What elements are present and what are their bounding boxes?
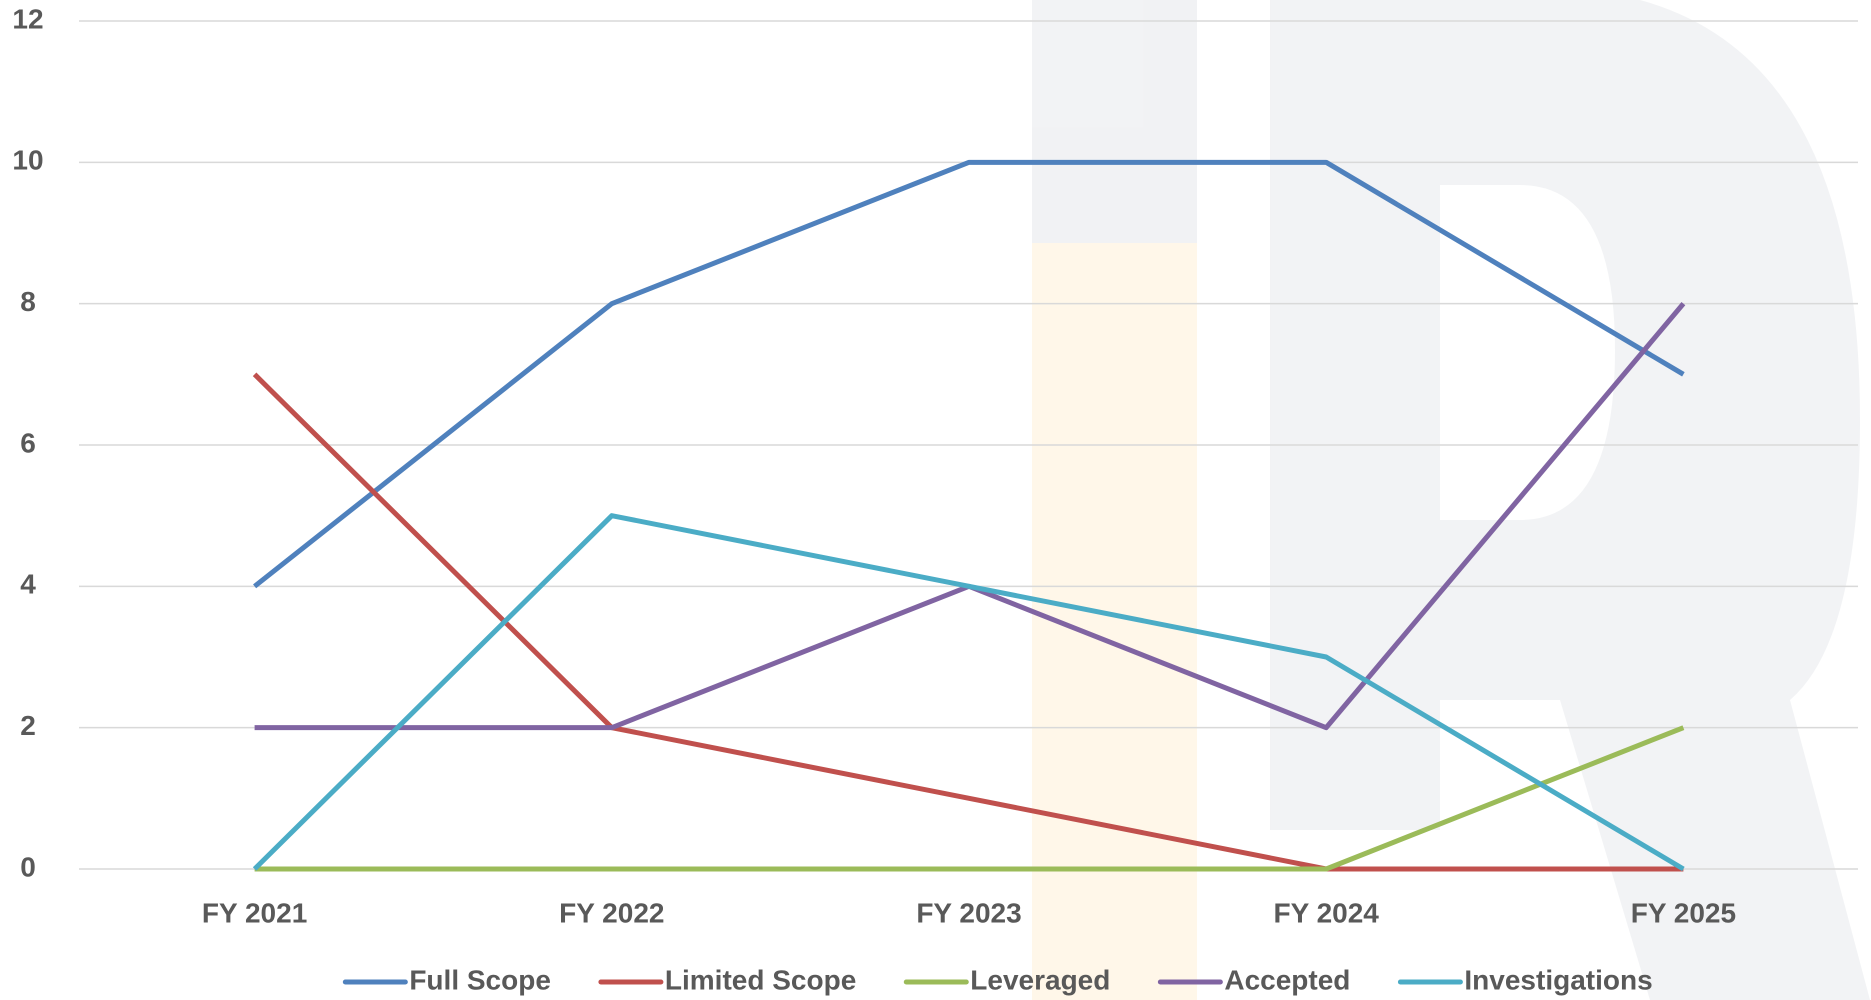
series-line — [254, 725, 1685, 872]
y-tick-label: 6 — [20, 427, 36, 458]
x-tick-label: FY 2024 — [1274, 897, 1380, 928]
y-tick-label: 2 — [20, 710, 36, 741]
x-tick-label: FY 2025 — [1631, 897, 1736, 928]
y-tick-label: 8 — [20, 286, 36, 317]
y-tick-label: 10 — [12, 145, 43, 176]
watermark-letter — [1270, 0, 1870, 1000]
legend-label: Full Scope — [409, 964, 551, 995]
y-tick-label: 0 — [20, 851, 36, 882]
x-tick-label: FY 2023 — [916, 897, 1021, 928]
series-line — [253, 159, 1685, 589]
legend-label: Leveraged — [970, 964, 1110, 995]
legend-label: Accepted — [1224, 964, 1350, 995]
watermark — [1032, 0, 1870, 1000]
series-line — [252, 513, 1685, 872]
series-line — [252, 372, 1684, 872]
y-tick-label: 12 — [12, 3, 43, 34]
legend-label: Investigations — [1464, 964, 1652, 995]
x-tick-label: FY 2022 — [559, 897, 664, 928]
x-tick-label: FY 2021 — [202, 897, 307, 928]
legend-label: Limited Scope — [665, 964, 856, 995]
y-tick-label: 4 — [20, 569, 36, 600]
